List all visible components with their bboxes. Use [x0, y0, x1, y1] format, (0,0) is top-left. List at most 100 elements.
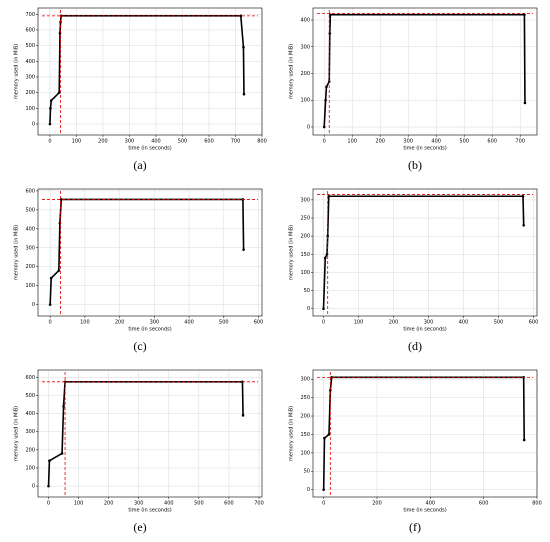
x-axis-label: time (in seconds) — [128, 327, 171, 333]
y-tick-label: 100 — [300, 98, 310, 104]
x-tick-label: 600 — [529, 320, 539, 326]
memory-marker — [49, 276, 53, 280]
y-tick-label: 500 — [25, 393, 35, 399]
x-tick-label: 100 — [354, 320, 364, 326]
y-tick-label: 0 — [307, 124, 310, 130]
y-tick-label: 100 — [25, 283, 35, 289]
x-tick-label: 300 — [424, 320, 434, 326]
x-axis-label: time (in seconds) — [403, 146, 446, 152]
x-tick-label: 0 — [47, 501, 50, 507]
subplot: 0 100 200 300 400 500 600050100150200250300tim… — [289, 188, 539, 353]
y-tick-label: 100 — [300, 450, 310, 456]
memory-marker — [62, 404, 65, 408]
memory-marker — [241, 414, 245, 417]
memory-marker — [57, 269, 61, 272]
x-tick-label: 400 — [426, 501, 436, 507]
memory-marker — [327, 433, 331, 436]
plot-frame — [312, 369, 538, 498]
subplot: 0 100 200 300 400 500 600 700 800 0 100 200 300 400 50… — [14, 7, 267, 172]
y-axis-label: memory used (in MiB) — [289, 44, 295, 99]
y-tick-label: 200 — [25, 264, 35, 270]
y-tick-label: 0 — [32, 484, 35, 490]
y-tick-label: 600 — [25, 27, 35, 33]
y-tick-label: 500 — [25, 207, 35, 213]
x-tick-label: 600 — [487, 139, 497, 145]
x-tick-label: 300 — [134, 501, 144, 507]
memory-line — [47, 380, 244, 487]
x-tick-label: 800 — [257, 139, 267, 145]
y-tick-label: 300 — [300, 377, 310, 383]
x-tick-label: 100 — [72, 139, 82, 145]
memory-marker — [323, 256, 327, 260]
memory-marker — [49, 99, 53, 102]
y-tick-label: 400 — [25, 59, 35, 65]
memory-marker — [324, 98, 327, 102]
memory-marker — [57, 91, 61, 94]
memory-marker — [523, 13, 526, 16]
memory-marker — [47, 484, 50, 488]
y-tick-label: 0 — [32, 122, 35, 128]
x-tick-label: 600 — [224, 501, 234, 507]
memory-marker — [48, 122, 52, 126]
y-tick-label: 500 — [25, 43, 35, 49]
memory-line — [322, 195, 525, 309]
subplot: 0 200 400 600 800 0 50 100 150 200 250 300 time (in … — [289, 369, 542, 534]
y-axis-label: memory used (in MiB) — [289, 406, 295, 461]
x-tick-label: 100 — [80, 320, 90, 326]
memory-marker — [329, 13, 332, 16]
plot-frame — [37, 369, 263, 498]
memory-marker — [523, 101, 527, 105]
x-tick-label: 700 — [515, 139, 525, 145]
x-tick-label: 0 — [49, 320, 52, 326]
x-axis-label: time (in seconds) — [128, 508, 171, 514]
y-tick-label: 700 — [25, 12, 35, 18]
x-tick-label: 600 — [204, 139, 214, 145]
x-tick-label: 200 — [104, 501, 114, 507]
x-axis-label: time (in seconds) — [128, 146, 171, 152]
caption: (d) — [408, 339, 422, 353]
caption: (c) — [133, 339, 146, 353]
y-axis-label: memory used (in MiB) — [14, 44, 20, 99]
x-tick-label: 0 — [48, 139, 51, 145]
y-tick-label: 200 — [25, 447, 35, 453]
memory-marker — [63, 380, 67, 384]
y-tick-label: 150 — [300, 252, 310, 258]
caption: (f) — [409, 520, 421, 534]
y-tick-label: 200 — [300, 234, 310, 240]
y-tick-label: 200 — [300, 71, 310, 77]
y-tick-label: 100 — [300, 270, 310, 276]
memory-marker — [48, 303, 52, 306]
x-tick-label: 500 — [219, 320, 229, 326]
y-tick-label: 600 — [25, 188, 35, 194]
y-tick-label: 50 — [304, 288, 310, 294]
memory-marker — [322, 488, 325, 491]
memory-line — [322, 376, 525, 490]
y-tick-label: 600 — [25, 375, 35, 381]
x-tick-label: 200 — [372, 501, 382, 507]
subplot: 0 100 200 300 400 500 600 7000100200300400time … — [289, 7, 538, 172]
y-tick-label: 400 — [25, 411, 35, 417]
memory-marker — [522, 438, 526, 442]
x-tick-label: 600 — [479, 501, 489, 507]
subplot: 0 100 200 300 400 500 600 0 100 200 300 400 500 600 ti… — [14, 188, 264, 352]
caption: (a) — [133, 158, 146, 172]
memory-marker — [242, 248, 245, 251]
y-axis-label: memory used (in MiB) — [14, 406, 20, 461]
x-tick-label: 700 — [254, 501, 264, 507]
memory-marker — [330, 376, 333, 379]
memory-marker — [521, 194, 525, 198]
x-tick-label: 500 — [194, 501, 204, 507]
memory-marker — [323, 436, 326, 440]
x-tick-label: 400 — [184, 320, 194, 326]
plot-frame — [37, 188, 263, 317]
memory-marker — [329, 388, 332, 392]
memory-line — [49, 15, 245, 125]
x-tick-label: 300 — [150, 320, 160, 326]
subplot: 0 100 200 300 400 500 600 700 0 100 200 300 400 500 60… — [14, 369, 264, 534]
y-tick-label: 100 — [25, 465, 35, 471]
memory-marker — [322, 307, 325, 311]
x-axis-label: time (in seconds) — [403, 327, 446, 333]
y-tick-label: 150 — [300, 432, 310, 438]
memory-marker — [522, 223, 525, 227]
x-tick-label: 0 — [322, 320, 325, 326]
